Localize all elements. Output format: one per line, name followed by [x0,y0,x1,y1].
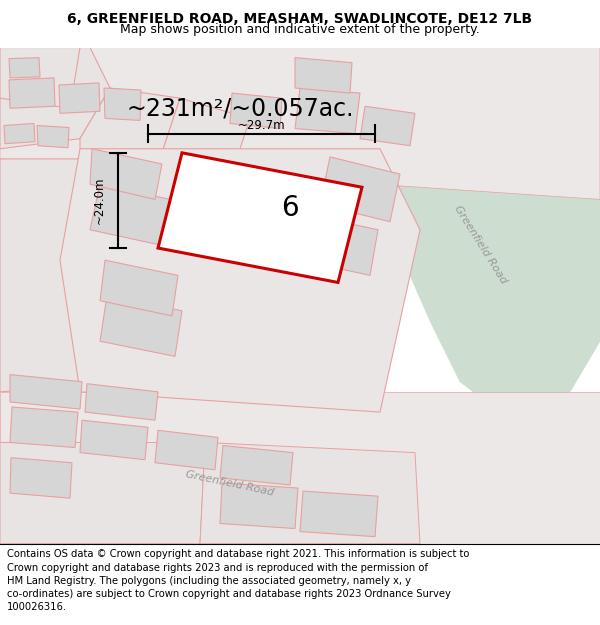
Text: Map shows position and indicative extent of the property.: Map shows position and indicative extent… [120,22,480,36]
Polygon shape [90,149,162,199]
Polygon shape [295,88,360,134]
Text: 6, GREENFIELD ROAD, MEASHAM, SWADLINCOTE, DE12 7LB: 6, GREENFIELD ROAD, MEASHAM, SWADLINCOTE… [67,12,533,26]
Polygon shape [220,483,298,529]
Polygon shape [295,58,352,93]
Polygon shape [100,296,182,356]
Polygon shape [4,124,35,144]
Polygon shape [0,392,600,544]
Polygon shape [10,374,82,409]
Polygon shape [160,98,250,179]
Polygon shape [195,189,300,255]
Polygon shape [0,442,205,544]
Polygon shape [230,93,282,129]
Polygon shape [9,58,40,78]
Polygon shape [300,491,378,537]
Polygon shape [59,83,100,113]
Text: ~29.7m: ~29.7m [238,119,286,132]
Text: 6: 6 [281,194,299,221]
Polygon shape [320,157,400,222]
Text: Greenfield Road: Greenfield Road [452,204,508,286]
Text: Contains OS data © Crown copyright and database right 2021. This information is : Contains OS data © Crown copyright and d… [7,549,470,612]
Polygon shape [85,384,158,420]
Text: Greenfield Road: Greenfield Road [185,469,275,498]
Polygon shape [10,407,78,447]
Polygon shape [360,106,415,146]
Polygon shape [380,48,600,412]
Polygon shape [0,159,90,392]
Polygon shape [158,153,362,282]
Polygon shape [9,78,55,108]
Text: ~24.0m: ~24.0m [93,177,106,224]
Polygon shape [220,446,293,485]
Polygon shape [104,88,141,121]
Polygon shape [155,431,218,470]
Polygon shape [100,260,178,316]
Polygon shape [200,442,420,544]
Polygon shape [0,48,110,149]
Text: ~231m²/~0.057ac.: ~231m²/~0.057ac. [126,96,354,120]
Polygon shape [80,88,180,159]
Polygon shape [37,126,69,148]
Polygon shape [0,48,600,199]
Polygon shape [10,458,72,498]
Polygon shape [0,48,80,108]
Polygon shape [90,184,170,245]
Polygon shape [80,420,148,460]
Polygon shape [60,149,420,412]
Polygon shape [300,214,378,276]
